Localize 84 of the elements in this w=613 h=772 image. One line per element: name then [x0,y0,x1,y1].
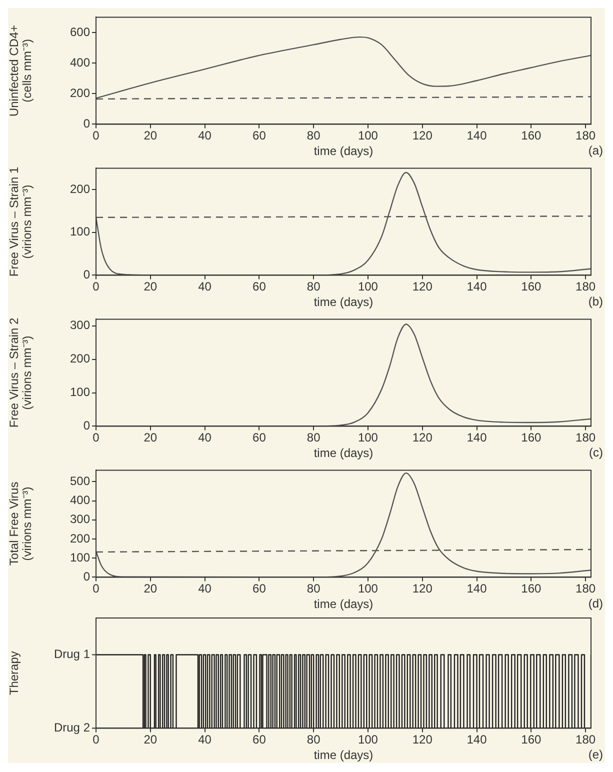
y-tick-label: 100 [70,224,90,239]
x-tick-label: 20 [144,128,158,143]
x-tick-label: 80 [306,430,321,445]
y-tick-label: 300 [70,318,90,332]
y-tick-label: 400 [70,493,90,508]
x-tick-label: 140 [466,430,488,445]
x-tick-label: 0 [92,280,100,294]
x-tick-label: 40 [198,430,212,445]
y-tick-label: 600 [70,24,90,39]
x-tick-label: 40 [198,280,212,294]
text: Drug 2 [54,720,90,735]
text: (c) [589,445,603,460]
text: (b) [588,294,603,308]
y-tick-label: 200 [70,86,90,100]
x-tick-label: 100 [358,430,378,445]
x-tick-label: 160 [521,280,542,294]
x-tick-label: 60 [252,128,266,143]
x-tick-label: 100 [358,128,378,143]
x-tick-label: 180 [576,280,596,294]
x-tick-label: 60 [252,280,266,294]
y-axis-title: Uninfected CD4+ (cells mm⁻³) [6,24,34,117]
x-axis-title: time (days) [314,748,374,762]
x-tick-label: 0 [92,732,100,747]
y-axis-title: Free Virus – Strain 1 (virions mm⁻³) [6,166,34,277]
x-tick-label: 160 [521,732,542,747]
y-tick-label: 400 [70,55,90,70]
x-tick-label: 80 [306,128,321,143]
y-tick-label: 300 [70,512,90,526]
x-tick-label: 160 [521,582,542,596]
text: Drug 1 [54,647,90,662]
x-axis-title: time (days) [314,446,374,460]
x-tick-label: 60 [252,582,266,596]
x-tick-label: 140 [466,582,488,596]
x-tick-label: 120 [412,128,433,143]
y-axis-title: Therapy [6,651,21,696]
x-tick-label: 80 [306,582,321,596]
x-tick-label: 0 [92,430,100,445]
x-tick-label: 20 [144,280,158,294]
x-tick-label: 120 [412,582,433,596]
x-tick-label: 40 [198,128,212,143]
y-tick-label: 0 [83,268,90,282]
x-tick-label: 140 [466,128,488,143]
x-tick-label: 100 [358,280,378,294]
x-tick-label: 40 [198,732,212,747]
x-tick-label: 100 [358,732,378,747]
y-tick-label: 100 [70,550,90,564]
x-tick-label: 0 [92,128,100,143]
x-axis-title: time (days) [314,144,374,158]
x-tick-label: 120 [412,732,433,747]
x-tick-label: 20 [144,430,158,445]
y-tick-label: 0 [83,116,90,131]
y-tick-label: 100 [70,385,90,400]
text: (e) [588,747,603,762]
x-tick-label: 140 [466,732,488,747]
y-tick-label: 200 [70,182,90,196]
x-tick-label: 160 [521,128,542,143]
x-tick-label: 20 [144,582,158,596]
x-tick-label: 180 [576,128,596,143]
x-tick-label: 120 [412,280,433,294]
x-tick-label: 80 [306,280,321,294]
x-tick-label: 180 [576,732,596,747]
x-tick-label: 80 [306,732,321,747]
x-tick-label: 0 [92,582,100,596]
x-tick-label: 180 [576,430,596,445]
x-tick-label: 140 [466,280,488,294]
y-tick-label: 0 [83,418,90,433]
y-tick-label: 200 [70,352,90,366]
text: (a) [588,143,603,158]
x-axis-title: time (days) [314,295,374,310]
x-tick-label: 40 [198,582,212,596]
x-tick-label: 20 [144,732,158,747]
y-tick-label: 0 [83,570,90,584]
x-tick-label: 100 [358,582,378,596]
x-tick-label: 160 [521,430,542,445]
text: (d) [588,596,603,610]
y-axis-title: Free Virus – Strain 2 (virions mm⁻³) [6,317,34,428]
y-tick-label: 200 [70,531,90,546]
x-tick-label: 60 [252,732,266,747]
y-tick-label: 500 [70,474,90,488]
x-tick-label: 60 [252,430,266,445]
x-tick-label: 120 [412,430,433,445]
y-axis-title: Total Free Virus (virions mm⁻³) [6,482,34,566]
x-tick-label: 180 [576,582,596,596]
x-axis-title: time (days) [314,597,374,612]
